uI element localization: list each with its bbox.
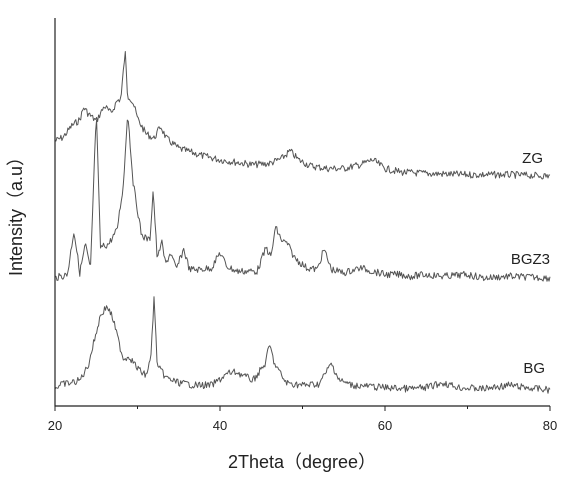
- series-line-zg: [54, 51, 551, 180]
- y-axis-title: Intensity（a.u）: [6, 148, 26, 276]
- x-axis-title: 2Theta（degree）: [228, 452, 376, 472]
- x-tick-label: 20: [48, 418, 62, 433]
- plot-area: [54, 51, 551, 394]
- series-label-zg: ZG: [522, 150, 543, 167]
- x-axis-ticks: 20 40 60 80: [48, 406, 557, 433]
- x-tick-label: 80: [543, 418, 557, 433]
- x-tick-label: 40: [213, 418, 227, 433]
- plot-frame: [54, 18, 550, 407]
- series-line-bg: [54, 296, 551, 394]
- series-label-bgz3: BGZ3: [511, 251, 550, 268]
- series-label-bg: BG: [523, 360, 545, 377]
- series-labels: ZG BGZ3 BG: [511, 150, 550, 377]
- x-tick-label: 60: [378, 418, 392, 433]
- series-line-bgz3: [54, 119, 551, 282]
